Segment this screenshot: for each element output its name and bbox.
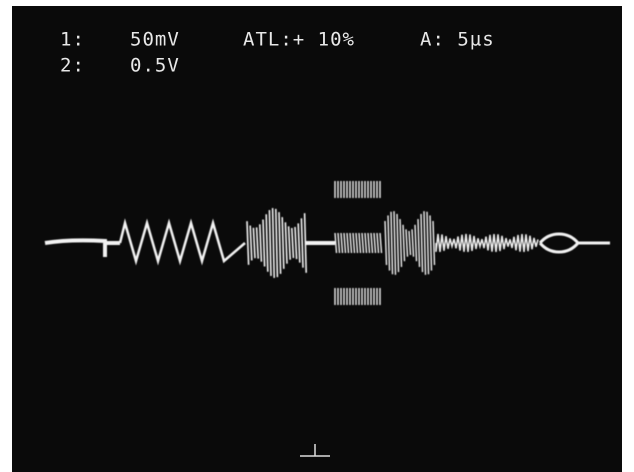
screen — [12, 6, 622, 472]
burst-1 — [246, 208, 307, 278]
flat-segment — [44, 238, 120, 257]
channel-1-scale: 50mV — [130, 29, 180, 51]
burst-3 — [384, 211, 436, 275]
burst-2 — [334, 181, 383, 305]
channel-1-label: 1: — [60, 29, 85, 51]
ellipse-segment — [538, 232, 610, 254]
noise-segment — [435, 233, 539, 253]
waveform — [44, 181, 610, 305]
triangle-wave — [118, 218, 246, 266]
channel-2-label: 2: — [60, 55, 85, 77]
timebase: A: 5µs — [420, 29, 495, 51]
trigger-level: ATL:+ 10% — [243, 29, 355, 51]
channel-2-scale: 0.5V — [130, 55, 180, 77]
trigger-marker — [300, 444, 330, 457]
